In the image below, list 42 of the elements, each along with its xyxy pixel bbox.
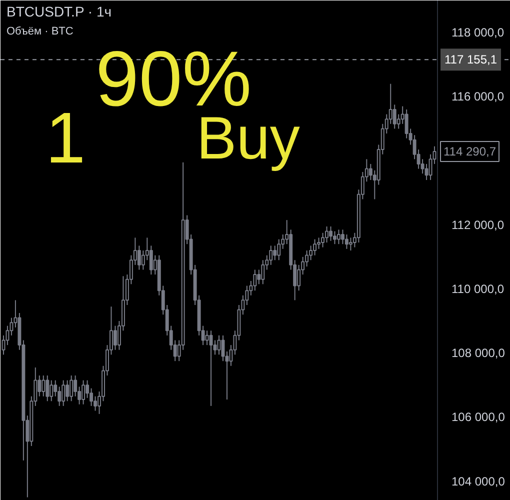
candlestick (313, 238, 317, 256)
candlestick (261, 260, 265, 285)
candlestick (149, 245, 153, 276)
candlestick (392, 104, 396, 130)
candlestick (329, 226, 332, 242)
candlestick (74, 375, 78, 397)
candlestick (42, 375, 46, 397)
candlestick (217, 334, 221, 356)
candlestick (348, 237, 352, 251)
annotation: 1 (46, 98, 86, 178)
candlestick (253, 269, 257, 292)
y-tick-label: 104 000,0 (452, 474, 506, 488)
candlestick (277, 238, 281, 261)
y-tick-label: 116 000,0 (452, 90, 504, 104)
candlestick (66, 380, 70, 402)
candlestick (269, 245, 273, 266)
y-tick-label: 110 000,0 (452, 282, 504, 296)
candlestick (321, 232, 324, 248)
candlestick (50, 380, 54, 402)
y-tick-label: 112 000,0 (452, 218, 504, 232)
candlestick (86, 380, 90, 398)
candlestick (70, 375, 74, 402)
ref-line-label: 117 155,1 (444, 52, 498, 67)
text: 114 290,7 (444, 144, 496, 158)
text: Объём · BTC (6, 26, 74, 38)
y-tick-label: 108 000,0 (452, 346, 506, 360)
chart-title: BTCUSDT.P · 1ч (6, 4, 112, 20)
candlestick (336, 229, 340, 245)
candlestick (297, 264, 301, 292)
candlestick (344, 234, 348, 250)
y-tick-label: 106 000,0 (452, 410, 506, 424)
candlestick (205, 330, 209, 346)
candlestick (62, 380, 66, 406)
candlestick (82, 380, 86, 405)
y-tick-label: 118 000,0 (452, 26, 504, 40)
candlestick (333, 230, 336, 245)
candlestick (114, 325, 117, 350)
candlestick (273, 245, 277, 261)
candlestick (137, 245, 141, 270)
candlestick (46, 375, 50, 402)
candlestick (209, 330, 213, 406)
candlestick (340, 229, 344, 245)
